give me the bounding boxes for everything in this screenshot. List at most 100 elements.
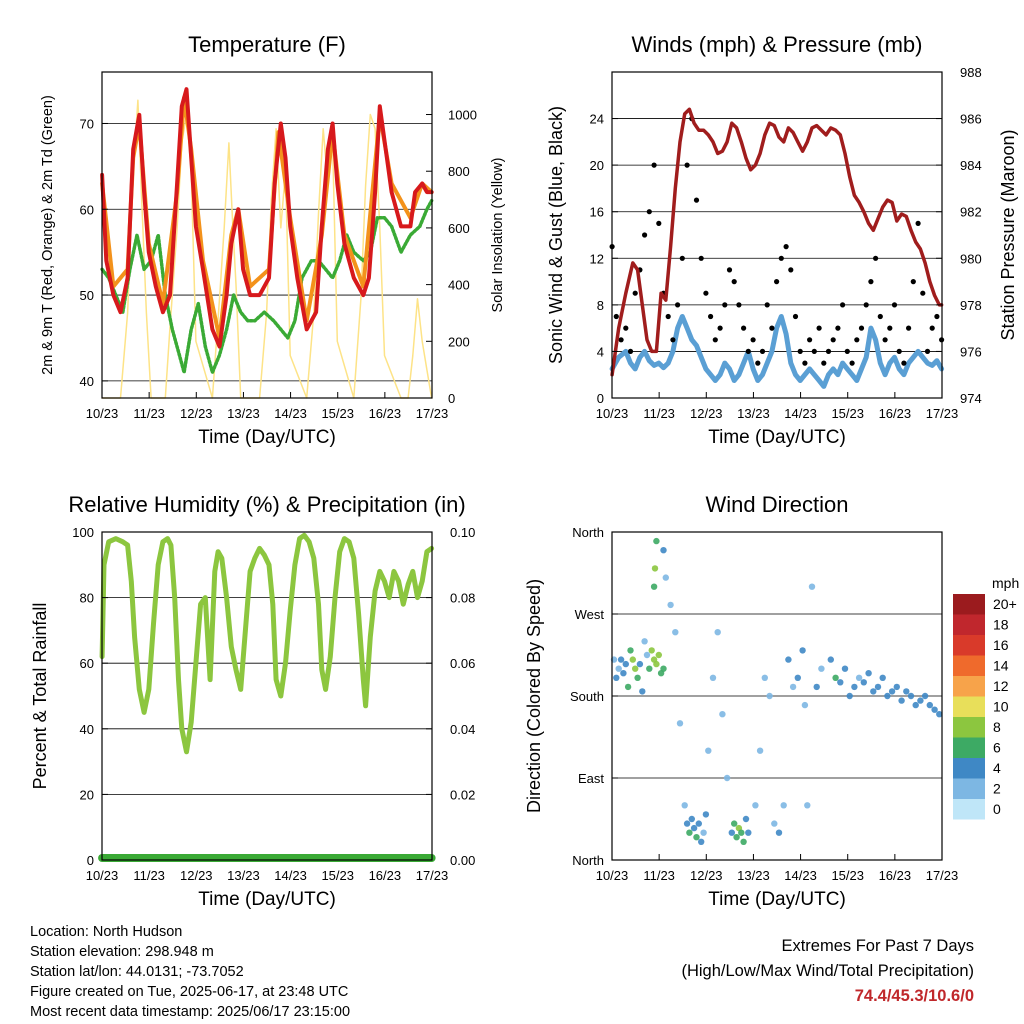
- direction-point: [780, 802, 787, 809]
- direction-point: [653, 660, 660, 668]
- extremes-values: 74.4/45.3/10.6/0: [854, 987, 974, 1005]
- direction-point: [756, 747, 764, 754]
- x-axis-label: Time (Day/UTC): [708, 889, 846, 910]
- direction-point: [761, 674, 768, 681]
- x-tick-label: 17/23: [926, 406, 959, 421]
- direction-point: [695, 820, 702, 827]
- direction-point: [641, 638, 648, 645]
- direction-point: [651, 565, 659, 572]
- direction-point: [738, 829, 745, 836]
- gust-point: [627, 348, 634, 354]
- x-tick-label: 12/23: [180, 868, 213, 883]
- gust-point: [849, 360, 855, 366]
- direction-point: [799, 647, 806, 654]
- station-info: Location: North Hudson Station elevation…: [30, 922, 350, 1022]
- direction-point: [912, 701, 919, 709]
- panel-4: Wind Direction 10/23 11/23 12/23 13/23 14/23 1…: [524, 492, 1019, 910]
- direction-point: [785, 656, 792, 663]
- gust-point: [882, 337, 888, 343]
- legend-swatch: [953, 758, 985, 779]
- y-axis-label: Direction (Colored By Speed): [524, 579, 544, 813]
- direction-point: [884, 692, 891, 700]
- x-tick-label: 12/23: [180, 406, 213, 421]
- direction-point: [627, 647, 634, 654]
- direction-point: [709, 674, 717, 681]
- gust-point: [783, 244, 789, 250]
- legend-swatch: [953, 635, 985, 656]
- direction-point: [893, 683, 900, 691]
- direction-point: [926, 701, 933, 709]
- legend-swatch: [953, 737, 985, 758]
- direction-point: [740, 838, 747, 845]
- direction-point: [714, 629, 721, 636]
- x-tick-label: 12/23: [690, 406, 723, 421]
- speed-legend: mph 20+ 18 16 14 12 10 8 6 4 2 0: [953, 575, 1019, 820]
- gust-point: [924, 348, 931, 354]
- direction-point: [903, 688, 910, 695]
- x-tick-label: 15/23: [831, 406, 864, 421]
- y-tick-label: 4: [597, 344, 604, 359]
- direction-point: [907, 692, 915, 700]
- legend-label: 12: [993, 678, 1009, 694]
- extremes-subtitle: (High/Low/Max Wind/Total Precipitation): [681, 962, 974, 980]
- direction-point: [617, 656, 625, 663]
- direction-point: [719, 711, 726, 718]
- y-tick-label: North: [572, 853, 604, 868]
- direction-point: [655, 651, 662, 659]
- gust-point: [854, 337, 860, 343]
- gust-point: [830, 337, 836, 343]
- recent-timestamp: Most recent data timestamp: 2025/06/17 2…: [30, 1004, 351, 1020]
- panel-1: Temperature (F) 10/23 11/23 12/23 13/23 14/23…: [40, 32, 506, 448]
- x-tick-label: 14/23: [784, 406, 817, 421]
- y-tick-label: 16: [590, 205, 604, 220]
- direction-point: [693, 834, 700, 841]
- series-pressure: [610, 107, 944, 377]
- x-tick-label: 15/23: [321, 406, 354, 421]
- direction-point: [874, 683, 882, 691]
- gust-point: [778, 255, 784, 261]
- y-tick-label: 24: [590, 112, 604, 127]
- y-tick-label: North: [572, 525, 604, 540]
- direction-point: [837, 679, 844, 686]
- direction-point: [865, 670, 872, 677]
- x-tick-label: 16/23: [369, 868, 402, 883]
- x-tick-label: 10/23: [86, 406, 119, 421]
- plot-frame: [611, 71, 943, 399]
- gust-point: [863, 302, 869, 308]
- direction-point: [686, 829, 693, 836]
- direction-point: [841, 665, 849, 672]
- x-tick-label: 11/23: [133, 868, 165, 883]
- x-tick-label: 13/23: [227, 406, 260, 421]
- y-tick-label: 40: [80, 374, 94, 389]
- direction-point: [700, 829, 707, 836]
- x-axis-label: Time (Day/UTC): [708, 427, 846, 448]
- x-tick-label: 11/23: [133, 406, 165, 421]
- direction-point: [789, 683, 797, 691]
- gust-point: [656, 220, 662, 226]
- gust-point: [868, 279, 874, 285]
- x-tick-label: 14/23: [784, 868, 817, 883]
- series-rh: [99, 532, 435, 755]
- y2-tick-label: 0.10: [450, 525, 475, 540]
- panel-3: Relative Humidity (%) & Precipitation (i…: [30, 492, 475, 910]
- y2-tick-label: 976: [960, 344, 982, 359]
- gust-point: [736, 302, 742, 308]
- gust-point: [797, 348, 803, 354]
- gust-point: [726, 267, 733, 273]
- direction-point: [851, 683, 858, 691]
- gust-point: [646, 209, 652, 215]
- chart-title: Temperature (F): [188, 32, 346, 57]
- series-solar: [101, 99, 433, 399]
- y2-tick-label: 974: [960, 391, 982, 406]
- y-tick-label: 80: [80, 591, 94, 606]
- legend-label: 8: [993, 719, 1001, 735]
- x-tick-label: 13/23: [737, 868, 770, 883]
- gust-point: [901, 360, 907, 366]
- y2-tick-label: 984: [960, 158, 982, 173]
- y-axis-label: 2m & 9m T (Red, Orange) & 2m Td (Green): [40, 95, 56, 375]
- direction-point: [681, 802, 688, 809]
- gust-point: [731, 279, 737, 285]
- direction-point: [683, 820, 691, 827]
- gust-point: [821, 360, 827, 366]
